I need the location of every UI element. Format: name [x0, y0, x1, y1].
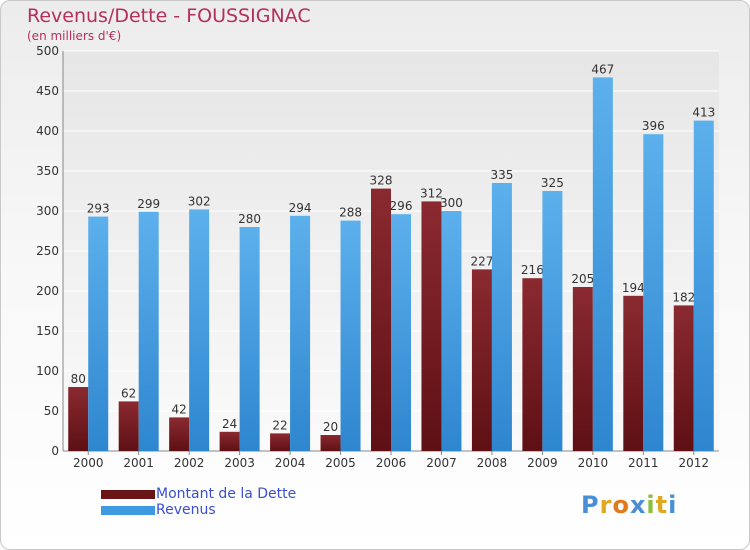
revenue-data-label: 280 [238, 212, 261, 226]
logo-letter: i [646, 491, 656, 519]
revenue-bar [290, 215, 311, 451]
proxiti-logo: Proxiti [581, 491, 677, 519]
debt-data-label: 182 [672, 290, 695, 304]
y-tick-label: 350 [36, 164, 59, 178]
revenue-bar [441, 211, 462, 451]
debt-data-label: 312 [420, 186, 443, 200]
debt-data-label: 328 [370, 174, 393, 188]
x-tick-label: 2003 [224, 456, 255, 470]
legend-label-dette: Montant de la Dette [156, 486, 297, 502]
revenue-data-label: 302 [188, 194, 211, 208]
revenue-data-label: 325 [541, 176, 564, 190]
debt-bar [270, 433, 291, 451]
revenue-bar [88, 216, 109, 451]
debt-data-label: 62 [121, 386, 136, 400]
x-tick-label: 2007 [426, 456, 457, 470]
legend-swatch-dette [101, 490, 155, 499]
debt-bar [421, 201, 442, 451]
revenue-data-label: 413 [692, 106, 715, 120]
debt-data-label: 227 [470, 254, 493, 268]
revenue-bar [491, 183, 512, 451]
x-tick-label: 2004 [275, 456, 306, 470]
debt-bar [320, 435, 341, 451]
logo-letter: i [668, 491, 678, 519]
x-tick-label: 2001 [123, 456, 154, 470]
y-tick-label: 0 [51, 444, 59, 458]
revenue-bar [592, 77, 613, 452]
debt-bar [219, 431, 240, 451]
debt-data-label: 205 [571, 272, 594, 286]
debt-data-label: 22 [272, 418, 287, 432]
y-tick-label: 400 [36, 124, 59, 138]
debt-bar [471, 269, 492, 451]
debt-data-label: 216 [521, 263, 544, 277]
revenue-bar [340, 220, 361, 451]
logo-letter: P [581, 491, 600, 519]
x-tick-label: 2002 [174, 456, 205, 470]
logo-letter: r [599, 491, 613, 519]
y-tick-label: 250 [36, 244, 59, 258]
legend-swatch-revenus [101, 506, 155, 515]
chart-subtitle: (en milliers d'€) [27, 29, 122, 43]
revenue-data-label: 300 [440, 196, 463, 210]
y-tick-label: 50 [44, 404, 59, 418]
revenue-data-label: 294 [289, 201, 312, 215]
x-tick-label: 2008 [477, 456, 508, 470]
revenue-data-label: 293 [87, 202, 110, 216]
revenue-bar [542, 191, 563, 451]
debt-data-label: 42 [172, 402, 187, 416]
debt-bar [68, 387, 89, 451]
revenue-bar [391, 214, 411, 451]
y-tick-label: 200 [36, 284, 59, 298]
y-tick-label: 300 [36, 204, 59, 218]
debt-bar [673, 305, 694, 451]
x-tick-label: 2011 [628, 456, 659, 470]
x-tick-label: 2005 [325, 456, 356, 470]
debt-bar [169, 417, 190, 451]
y-tick-label: 150 [36, 324, 59, 338]
revenue-bar [693, 120, 714, 451]
debt-bar [623, 295, 644, 451]
legend-label-revenus: Revenus [156, 502, 216, 518]
revenue-data-label: 467 [591, 62, 614, 76]
revenue-data-label: 299 [137, 197, 160, 211]
logo-letter: t [655, 491, 669, 519]
revenue-bar [189, 209, 210, 451]
y-tick-label: 450 [36, 84, 59, 98]
revenue-bar [239, 227, 260, 451]
debt-data-label: 20 [323, 420, 338, 434]
revenue-data-label: 288 [339, 206, 362, 220]
debt-data-label: 80 [71, 372, 86, 386]
debt-data-label: 194 [622, 281, 645, 295]
y-tick-label: 100 [36, 364, 59, 378]
debt-bar [522, 278, 543, 451]
x-tick-label: 2000 [73, 456, 104, 470]
chart-title: Revenus/Dette - FOUSSIGNAC [27, 5, 311, 27]
revenue-data-label: 296 [390, 199, 413, 213]
debt-bar [572, 287, 593, 451]
revenue-data-label: 396 [642, 119, 665, 133]
debt-bar [118, 401, 139, 451]
debt-bar [371, 188, 391, 451]
revenue-bar [138, 211, 159, 451]
x-tick-label: 2006 [376, 456, 407, 470]
revenue-bar [643, 134, 664, 451]
debt-data-label: 24 [222, 417, 237, 431]
x-tick-label: 2012 [678, 456, 709, 470]
logo-letter: o [612, 491, 630, 519]
logo-letter: x [629, 491, 647, 519]
y-tick-label: 500 [36, 44, 59, 58]
x-tick-label: 2010 [578, 456, 609, 470]
x-tick-label: 2009 [527, 456, 558, 470]
revenue-data-label: 335 [490, 168, 513, 182]
